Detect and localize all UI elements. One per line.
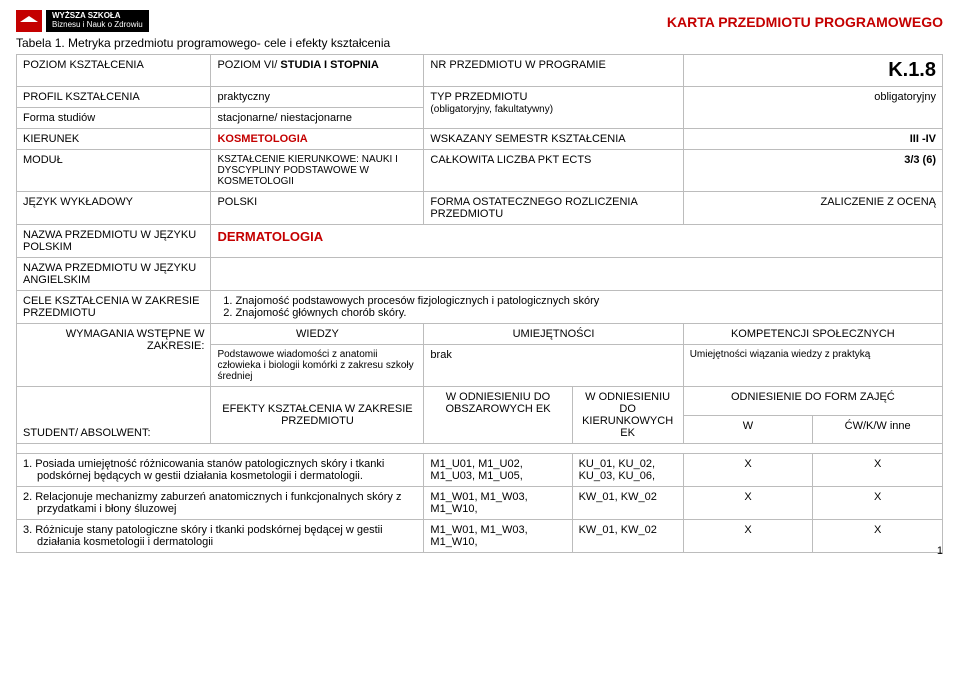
table-caption-text: Tabela 1. Metryka przedmiotu programoweg… — [16, 36, 390, 50]
cell-label: KIERUNEK — [17, 129, 211, 150]
cell-value: ZALICZENIE Z OCENĄ — [683, 192, 942, 225]
cell-value: obligatoryjny — [683, 87, 942, 129]
subject-name: DERMATOLOGIA — [211, 225, 943, 258]
effect-text: 3. Różnicuje stany patologiczne skóry i … — [17, 520, 424, 553]
cell-value: X — [683, 520, 813, 553]
table-row: 1. Posiada umiejętność różnicowania stan… — [17, 454, 943, 487]
cell-value: KU_01, KU_02, KU_03, KU_06, — [572, 454, 683, 487]
logo-line2: Biznesu i Nauk o Zdrowiu — [52, 21, 143, 30]
cell-label: JĘZYK WYKŁADOWY — [17, 192, 211, 225]
cell-value: stacjonarne/ niestacjonarne — [211, 108, 424, 129]
table-row: WYMAGANIA WSTĘPNE W ZAKRESIE: WIEDZY UMI… — [17, 324, 943, 345]
table-row: 2. Relacjonuje mechanizmy zaburzeń anato… — [17, 487, 943, 520]
table-row — [17, 444, 943, 454]
type-note: (obligatoryjny, fakultatywny) — [430, 104, 553, 115]
type-label: TYP PRZEDMIOTU — [430, 91, 527, 103]
col-header: UMIEJĘTNOŚCI — [424, 324, 683, 345]
cell-label: CELE KSZTAŁCENIA W ZAKRESIE PRZEDMIOTU — [17, 291, 211, 324]
col-header: W ODNIESIENIU DO KIERUNKOWYCH EK — [572, 387, 683, 444]
cell-value: X — [683, 454, 813, 487]
cell-value: POZIOM VI/ STUDIA I STOPNIA — [211, 55, 424, 87]
cell-label: NAZWA PRZEDMIOTU W JĘZYKU POLSKIM — [17, 225, 211, 258]
cell-value: brak — [424, 345, 683, 387]
cell-value: KOSMETOLOGIA — [211, 129, 424, 150]
table-row: NAZWA PRZEDMIOTU W JĘZYKU POLSKIM DERMAT… — [17, 225, 943, 258]
cell-label: NR PRZEDMIOTU W PROGRAMIE — [424, 55, 683, 87]
program-code: K.1.8 — [683, 55, 942, 87]
cell-label: NAZWA PRZEDMIOTU W JĘZYKU ANGIELSKIM — [17, 258, 211, 291]
cell-value: Umiejętności wiązania wiedzy z praktyką — [683, 345, 942, 387]
table-row: NAZWA PRZEDMIOTU W JĘZYKU ANGIELSKIM — [17, 258, 943, 291]
effect-text: 2. Relacjonuje mechanizmy zaburzeń anato… — [17, 487, 424, 520]
cell-value: X — [683, 487, 813, 520]
table-caption: Tabela 1. Metryka przedmiotu programoweg… — [16, 36, 943, 50]
document-title: KARTA PRZEDMIOTU PROGRAMOWEGO — [16, 14, 943, 30]
cell-value: 3/3 (6) — [683, 150, 942, 192]
page-number: 1 — [937, 545, 943, 557]
level-bold: STUDIA I STOPNIA — [280, 59, 378, 71]
cell-value: Znajomość podstawowych procesów fizjolog… — [211, 291, 943, 324]
cell-value: KW_01, KW_02 — [572, 520, 683, 553]
cell-value: X — [813, 454, 943, 487]
table-row: JĘZYK WYKŁADOWY POLSKI FORMA OSTATECZNEG… — [17, 192, 943, 225]
cell-value — [211, 258, 943, 291]
effect-text: 1. Posiada umiejętność różnicowania stan… — [17, 454, 424, 487]
cell-value: POLSKI — [211, 192, 424, 225]
cell-label: CAŁKOWITA LICZBA PKT ECTS — [424, 150, 683, 192]
cell-label: MODUŁ — [17, 150, 211, 192]
cell-value: KSZTAŁCENIE KIERUNKOWE: NAUKI I DYSCYPLI… — [211, 150, 424, 192]
table-row: STUDENT/ ABSOLWENT: EFEKTY KSZTAŁCENIA W… — [17, 387, 943, 416]
cell-value: KW_01, KW_02 — [572, 487, 683, 520]
col-header: W — [683, 415, 813, 444]
logo-text: WYŻSZA SZKOŁA Biznesu i Nauk o Zdrowiu — [46, 10, 149, 32]
main-table: POZIOM KSZTAŁCENIA POZIOM VI/ STUDIA I S… — [16, 54, 943, 553]
cell-label: STUDENT/ ABSOLWENT: — [17, 387, 211, 444]
cell-label: FORMA OSTATECZNEGO ROZLICZENIA PRZEDMIOT… — [424, 192, 683, 225]
cell-value: M1_W01, M1_W03, M1_W10, — [424, 487, 572, 520]
col-header: ĆW/K/W inne — [813, 415, 943, 444]
table-row: POZIOM KSZTAŁCENIA POZIOM VI/ STUDIA I S… — [17, 55, 943, 87]
col-header: W ODNIESIENIU DO OBSZAROWYCH EK — [424, 387, 572, 444]
table-row: 3. Różnicuje stany patologiczne skóry i … — [17, 520, 943, 553]
goal-item: Znajomość podstawowych procesów fizjolog… — [235, 295, 936, 307]
table-row: KIERUNEK KOSMETOLOGIA WSKAZANY SEMESTR K… — [17, 129, 943, 150]
cell-value: praktyczny — [211, 87, 424, 108]
cell-label: POZIOM KSZTAŁCENIA — [17, 55, 211, 87]
cell-value: M1_W01, M1_W03, M1_W10, — [424, 520, 572, 553]
cell-label: WSKAZANY SEMESTR KSZTAŁCENIA — [424, 129, 683, 150]
cell-value: X — [813, 520, 943, 553]
cell-value: III -IV — [683, 129, 942, 150]
cell-value: X — [813, 487, 943, 520]
cell-value: M1_U01, M1_U02, M1_U03, M1_U05, — [424, 454, 572, 487]
table-row: PROFIL KSZTAŁCENIA praktyczny TYP PRZEDM… — [17, 87, 943, 108]
cell-label: Forma studiów — [17, 108, 211, 129]
cell-label: WYMAGANIA WSTĘPNE W ZAKRESIE: — [17, 324, 211, 387]
cell-label: PROFIL KSZTAŁCENIA — [17, 87, 211, 108]
logo-icon — [16, 10, 42, 32]
col-header: KOMPETENCJI SPOŁECZNYCH — [683, 324, 942, 345]
col-header: EFEKTY KSZTAŁCENIA W ZAKRESIE PRZEDMIOTU — [211, 387, 424, 444]
cell-value: Podstawowe wiadomości z anatomii człowie… — [211, 345, 424, 387]
col-header: ODNIESIENIE DO FORM ZAJĘĆ — [683, 387, 942, 416]
level-plain: POZIOM VI/ — [217, 59, 280, 71]
goal-item: Znajomość głównych chorób skóry. — [235, 307, 936, 319]
col-header: WIEDZY — [211, 324, 424, 345]
spacer — [17, 444, 943, 454]
cell-label: TYP PRZEDMIOTU (obligatoryjny, fakultaty… — [424, 87, 683, 129]
table-row: MODUŁ KSZTAŁCENIE KIERUNKOWE: NAUKI I DY… — [17, 150, 943, 192]
table-row: CELE KSZTAŁCENIA W ZAKRESIE PRZEDMIOTU Z… — [17, 291, 943, 324]
